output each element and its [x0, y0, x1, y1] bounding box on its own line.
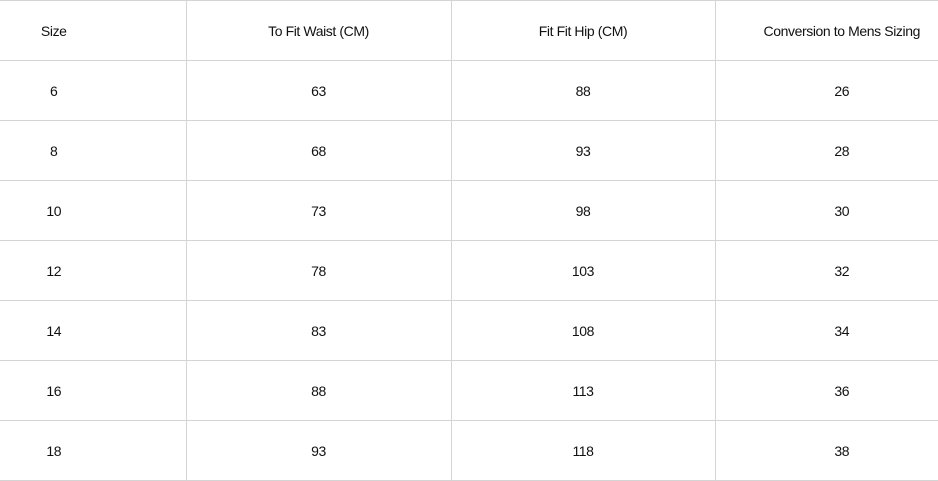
table-cell: 38	[714, 420, 938, 481]
cell-value: 88	[575, 82, 591, 99]
column-header-label: Fit Fit Hip (CM)	[538, 22, 628, 39]
cell-value: 18	[46, 442, 62, 459]
cell-value: 26	[834, 82, 850, 99]
cell-value: 88	[311, 382, 326, 399]
cell-value: 32	[834, 262, 850, 279]
table-cell: 6	[0, 60, 187, 121]
cell-value: 78	[311, 262, 326, 279]
cell-value: 34	[834, 322, 850, 339]
cell-value: 30	[834, 202, 850, 219]
column-header: Fit Fit Hip (CM)	[450, 0, 716, 61]
cell-value: 103	[571, 262, 595, 279]
table-cell: 16	[0, 360, 187, 421]
column-header: To Fit Waist (CM)	[185, 0, 452, 61]
table-cell: 34	[714, 300, 938, 361]
cell-value: 98	[575, 202, 591, 219]
table-cell: 12	[0, 240, 187, 301]
table-cell: 28	[714, 120, 938, 181]
cell-value: 93	[311, 442, 326, 459]
cell-value: 68	[311, 142, 326, 159]
table-cell: 103	[450, 240, 716, 301]
column-header: Size	[0, 0, 187, 61]
table-cell: 26	[714, 60, 938, 121]
cell-value: 12	[46, 262, 62, 279]
column-header-label: Conversion to Mens Sizing	[763, 22, 921, 39]
column-header-label: To Fit Waist (CM)	[268, 22, 369, 39]
cell-value: 113	[572, 382, 594, 399]
cell-value: 63	[311, 82, 326, 99]
table-cell: 118	[450, 420, 716, 481]
table-cell: 88	[450, 60, 716, 121]
table-cell: 93	[185, 420, 452, 481]
table-row: 6 63 88 26	[0, 60, 938, 121]
table-cell: 10	[0, 180, 187, 241]
table-cell: 108	[450, 300, 716, 361]
column-header-label: Size	[40, 22, 67, 39]
cell-value: 118	[572, 442, 594, 459]
table-cell: 83	[185, 300, 452, 361]
cell-value: 10	[46, 202, 62, 219]
cell-value: 14	[46, 322, 62, 339]
table-row: 16 88 113 36	[0, 360, 938, 421]
table-cell: 88	[185, 360, 452, 421]
table-row: 8 68 93 28	[0, 120, 938, 181]
cell-value: 38	[834, 442, 850, 459]
table-cell: 73	[185, 180, 452, 241]
table-cell: 113	[450, 360, 716, 421]
table-cell: 63	[185, 60, 452, 121]
table-cell: 18	[0, 420, 187, 481]
cell-value: 36	[834, 382, 850, 399]
table-cell: 98	[450, 180, 716, 241]
cell-value: 83	[311, 322, 326, 339]
cell-value: 93	[575, 142, 591, 159]
cell-value: 28	[834, 142, 850, 159]
table-row: 10 73 98 30	[0, 180, 938, 241]
table-cell: 93	[450, 120, 716, 181]
cell-value: 108	[571, 322, 595, 339]
cell-value: 6	[50, 82, 58, 99]
table-cell: 68	[185, 120, 452, 181]
table-cell: 8	[0, 120, 187, 181]
table-cell: 32	[714, 240, 938, 301]
cell-value: 16	[46, 382, 62, 399]
cell-value: 8	[50, 142, 58, 159]
header-row: Size To Fit Waist (CM) Fit Fit Hip (CM) Con…	[0, 0, 938, 61]
table-cell: 14	[0, 300, 187, 361]
column-header: Conversion to Mens Sizing	[714, 0, 938, 61]
table-cell: 36	[714, 360, 938, 421]
table-cell: 30	[714, 180, 938, 241]
cell-value: 73	[311, 202, 326, 219]
table-cell: 78	[185, 240, 452, 301]
table-row: 12 78 103 32	[0, 240, 938, 301]
table-row: 14 83 108 34	[0, 300, 938, 361]
table-row: 18 93 118 38	[0, 420, 938, 481]
